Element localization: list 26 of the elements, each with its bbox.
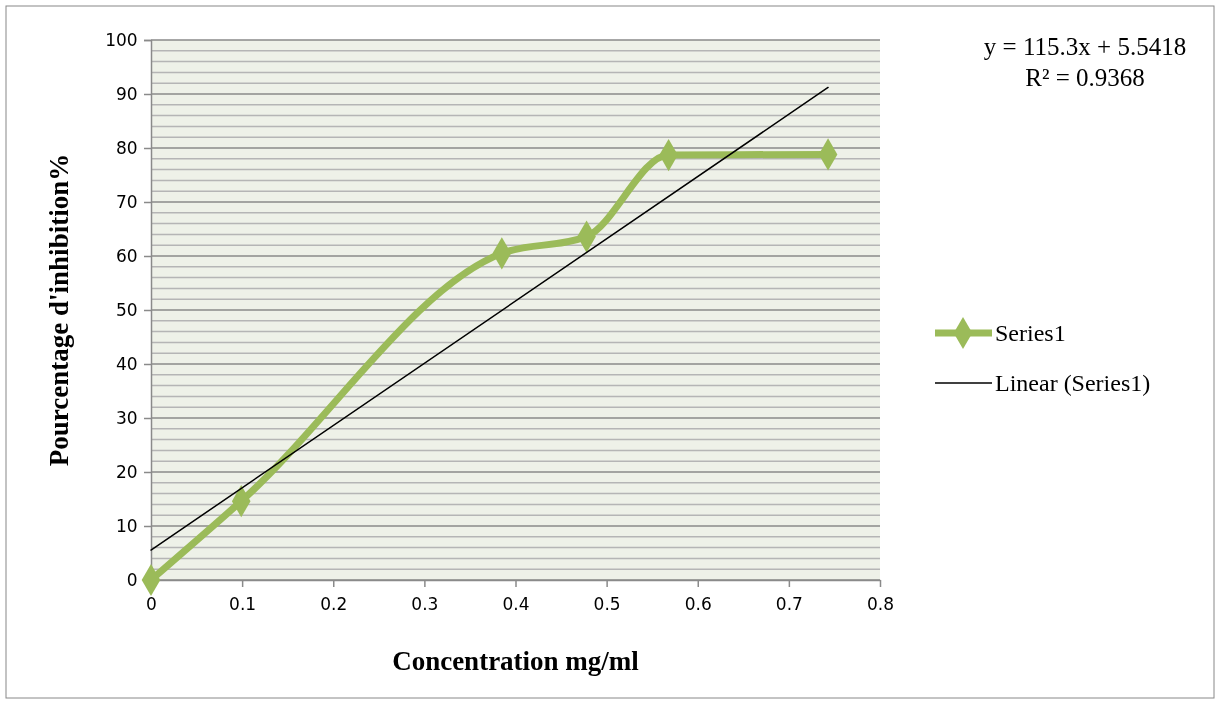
- y-tick-label: 60: [115, 245, 138, 266]
- x-tick-label: 0.7: [775, 594, 803, 615]
- text: y = 115.3x + 5.5418: [983, 33, 1187, 60]
- y-tick-label: 0: [126, 569, 138, 590]
- y-tick-label: 70: [115, 191, 138, 212]
- y-tick-label: 40: [115, 353, 138, 374]
- y-tick-label: 80: [115, 137, 138, 158]
- y-tick-label: 50: [115, 299, 138, 320]
- x-tick-label: 0.3: [411, 594, 439, 615]
- y-tick-label: 10: [115, 515, 138, 536]
- x-tick-label: 0.5: [593, 594, 621, 615]
- y-axis-title: Pourcentage d'inhibition%: [44, 153, 74, 467]
- y-tick-label: 30: [115, 407, 138, 428]
- x-tick-label: 0.2: [320, 594, 348, 615]
- x-tick-label: 0: [146, 594, 157, 615]
- y-tick-label: 90: [115, 83, 138, 104]
- x-tick-label: 0.8: [866, 594, 895, 615]
- x-tick-label: 0.4: [502, 594, 530, 615]
- x-tick-label: 0.6: [684, 594, 712, 615]
- text: R² = 0.9368: [1025, 64, 1145, 91]
- y-tick-label: 100: [105, 29, 138, 50]
- x-tick-label: 0.1: [229, 594, 257, 615]
- x-axis-title: Concentration mg/ml: [392, 646, 640, 676]
- y-tick-label: 20: [115, 461, 138, 482]
- legend-label: Series1: [995, 320, 1066, 346]
- legend-label: Linear (Series1): [995, 370, 1151, 396]
